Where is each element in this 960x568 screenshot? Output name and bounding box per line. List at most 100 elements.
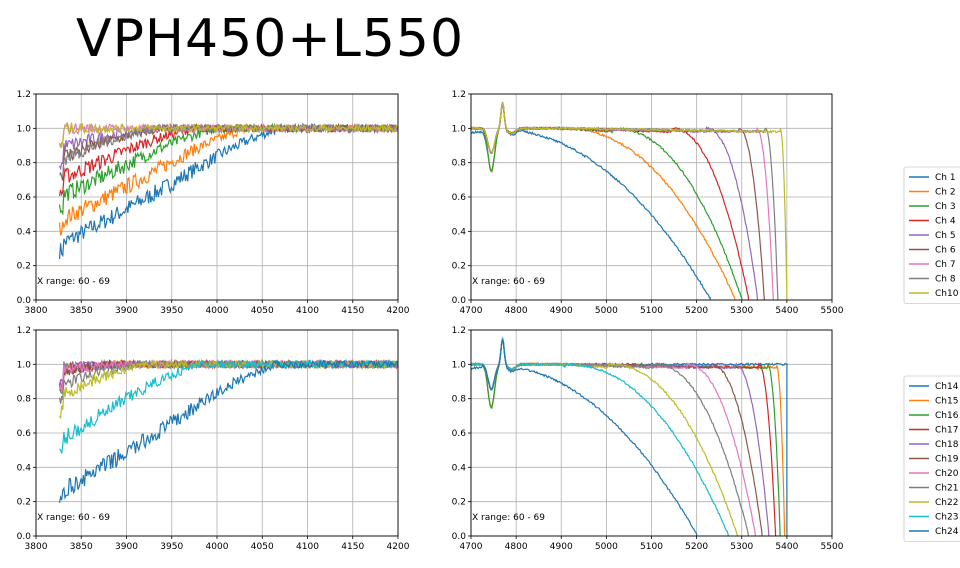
y-tick-label: 1.2 (452, 90, 466, 100)
y-tick-label: 0.2 (452, 498, 466, 508)
plot-frame (470, 93, 833, 301)
series-group (471, 101, 788, 300)
series-line-ch1 (471, 103, 711, 300)
legend-frame (903, 375, 960, 542)
y-tick-label: 0.8 (452, 159, 467, 169)
y-tick-label: 0.2 (17, 262, 31, 272)
chart-panel-top-right: 4700 4800 4900 5000 5100 5200 5300 5400 5500 0.0 0… (452, 90, 844, 316)
y-tick-label: 1.0 (17, 124, 32, 134)
legend-label: Ch22 (935, 498, 958, 508)
x-tick-label: 4150 (341, 542, 364, 552)
y-tick-label: 1.0 (452, 124, 467, 134)
x-tick-label: 4150 (341, 306, 364, 316)
x-tick-label: 4800 (505, 306, 528, 316)
legend-label: Ch 2 (935, 188, 956, 198)
chart-panel-bottom-left: 3800 3850 3900 3950 4000 4050 4100 4150 4200 0.0 0… (17, 326, 410, 552)
x-tick-label: 4050 (251, 542, 274, 552)
x-tick-label: 3850 (70, 306, 93, 316)
x-range-annotation: X range: 60 - 69 (472, 513, 545, 523)
x-tick-label: 5200 (685, 542, 708, 552)
y-tick-label: 0.2 (452, 262, 466, 272)
x-tick-label: 4700 (460, 542, 483, 552)
y-tick-label: 1.0 (452, 360, 467, 370)
x-tick-label: 4900 (550, 306, 573, 316)
x-tick-label: 5300 (730, 542, 753, 552)
y-tick-label: 1.2 (452, 326, 466, 336)
legend-label: Ch 6 (935, 246, 956, 256)
y-tick-label: 1.2 (17, 90, 31, 100)
x-tick-label: 3950 (160, 306, 183, 316)
legend-label: Ch15 (935, 397, 958, 407)
y-tick-label: 0.4 (17, 227, 32, 237)
x-tick-label: 3800 (25, 542, 48, 552)
series-group (58, 121, 398, 260)
y-tick-label: 0.6 (17, 429, 32, 439)
x-tick-label: 4100 (296, 542, 319, 552)
x-tick-label: 5000 (595, 306, 618, 316)
y-tick-label: 0.4 (17, 463, 32, 473)
page-title: VPH450+L550 (76, 9, 465, 69)
x-tick-label: 5100 (640, 306, 663, 316)
legend-label: Ch19 (935, 455, 959, 465)
x-tick-label: 5300 (730, 306, 753, 316)
legend-label: Ch24 (935, 527, 959, 537)
x-range-annotation: X range: 60 - 69 (37, 513, 110, 523)
chart-panel-bottom-right: 4700 4800 4900 5000 5100 5200 5300 5400 5500 0.0 0… (452, 326, 844, 552)
x-tick-label: 4700 (460, 306, 483, 316)
y-tick-label: 0.6 (17, 193, 32, 203)
x-tick-label: 4200 (387, 306, 410, 316)
plot-frame (35, 93, 399, 301)
y-tick-label: 0.8 (17, 159, 32, 169)
legend-label: Ch 7 (935, 260, 956, 270)
plot-frame (470, 329, 833, 537)
legend-label: Ch 8 (935, 275, 956, 285)
y-tick-label: 0.0 (452, 532, 467, 542)
legend-1: Ch 1 Ch 2 Ch 3 Ch 4 Ch 5 Ch 6 Ch 7 Ch 8 Ch10 (903, 166, 960, 304)
plot-frame (35, 329, 399, 537)
legend-label: Ch17 (935, 426, 958, 436)
x-tick-label: 3850 (70, 542, 93, 552)
y-tick-label: 0.8 (452, 395, 467, 405)
legend-label: Ch 4 (935, 217, 956, 227)
y-tick-label: 0.0 (17, 296, 32, 306)
legend-label: Ch23 (935, 513, 958, 523)
legend-label: Ch16 (935, 411, 959, 421)
x-tick-label: 5200 (685, 306, 708, 316)
x-tick-label: 4200 (387, 542, 410, 552)
y-tick-label: 0.6 (452, 193, 467, 203)
legend-label: Ch18 (935, 440, 959, 450)
y-tick-label: 0.4 (452, 227, 467, 237)
x-tick-label: 4000 (206, 542, 229, 552)
chart-panel-top-left: 3800 3850 3900 3950 4000 4050 4100 4150 4200 0.0 0… (17, 90, 410, 316)
series-group (58, 358, 398, 503)
x-tick-label: 5400 (775, 542, 798, 552)
series-line-ch23 (59, 359, 398, 454)
y-tick-label: 0.0 (17, 532, 32, 542)
series-line-ch24 (471, 339, 698, 536)
x-tick-label: 3800 (25, 306, 48, 316)
x-range-annotation: X range: 60 - 69 (472, 277, 545, 287)
x-tick-label: 4100 (296, 306, 319, 316)
x-tick-label: 4900 (550, 542, 573, 552)
x-tick-label: 5500 (821, 542, 844, 552)
x-tick-label: 4000 (206, 306, 229, 316)
x-tick-label: 3900 (115, 542, 138, 552)
y-tick-label: 1.2 (17, 326, 31, 336)
x-tick-label: 5000 (595, 542, 618, 552)
x-tick-label: 5400 (775, 306, 798, 316)
series-line-ch4 (58, 122, 398, 197)
x-range-annotation: X range: 60 - 69 (37, 277, 110, 287)
x-tick-label: 3950 (160, 542, 183, 552)
legend-label: Ch 3 (935, 202, 956, 212)
legend-label: Ch 5 (935, 231, 956, 241)
series-line-ch10 (58, 122, 398, 148)
y-tick-label: 0.0 (452, 296, 467, 306)
x-tick-label: 5100 (640, 542, 663, 552)
y-tick-label: 1.0 (17, 360, 32, 370)
series-line-ch10 (471, 102, 788, 300)
legend-frame (903, 166, 960, 304)
x-tick-label: 4050 (251, 306, 274, 316)
legend-label: Ch 1 (935, 173, 956, 183)
legend-label: Ch21 (935, 484, 958, 494)
x-tick-label: 5500 (821, 306, 844, 316)
